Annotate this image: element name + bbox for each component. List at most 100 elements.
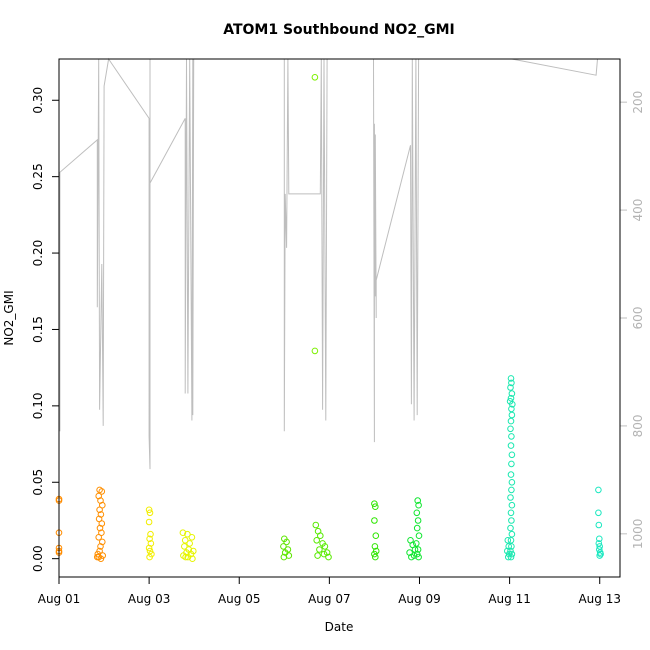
data-point [145,518,153,526]
data-point [96,524,104,532]
data-point [320,550,328,558]
data-point [146,535,153,543]
data-point [413,550,421,558]
data-point [596,535,603,543]
data-point [508,460,515,468]
data-point [504,537,512,544]
y-tick-label: 0.25 [31,163,45,190]
x-axis-label: Date [325,620,354,634]
data-point [314,552,321,559]
data-point [508,451,516,459]
data-point [508,517,515,524]
data-point [507,394,515,402]
y-axis-label: NO2_GMI [2,290,16,345]
data-point [311,347,319,355]
x-tick-label: Aug 11 [488,592,531,606]
data-point [595,540,603,547]
data-point [413,540,420,547]
data-point [146,509,154,517]
data-point [371,517,378,524]
data-point [507,494,514,501]
data-point [597,550,604,558]
plot-frame [58,58,621,578]
y-tick-label: 0.00 [31,545,45,572]
data-point [371,550,378,558]
data-point [311,74,319,81]
data-point [507,471,515,478]
axes-layer: Aug 01 Aug 03 Aug 05 Aug 07 Aug 09 Aug 11 Aug … [31,87,645,606]
y-tick-label: 0.20 [31,240,45,267]
data-point [372,503,379,511]
data-point [372,553,379,561]
data-point [147,530,154,538]
data-point [145,544,153,552]
data-point [508,433,515,440]
data-point [414,497,422,504]
data-point [507,375,515,382]
data-point [96,506,103,514]
data-point [508,379,515,387]
data-point [184,530,191,538]
y-tick-label: 0.30 [31,87,45,114]
data-point [508,486,515,494]
data-point [508,411,516,419]
x-tick-label: Aug 03 [128,592,171,606]
chart-title: ATOM1 Southbound NO2_GMI [223,22,455,38]
data-point [145,506,153,514]
data-point [316,546,323,553]
data-point [371,543,379,550]
data-point [507,442,515,449]
data-point [413,509,421,517]
data-point [321,543,329,550]
data-point [595,486,602,494]
x-tick-label: Aug 13 [578,592,621,606]
pressure-track-line [58,57,600,470]
data-point [413,524,421,532]
data-point [181,537,189,544]
data-point [507,425,514,433]
data-point [371,500,378,508]
right-axis-tick-label: 1000 [631,519,645,550]
data-point [508,550,516,558]
data-point [596,552,604,559]
data-point [182,553,189,561]
data-point [283,538,290,546]
data-point [508,530,516,538]
data-point [146,547,154,555]
data-point [595,509,602,517]
data-point [596,543,604,550]
data-point [323,549,331,556]
data-point [507,537,515,544]
data-point [181,543,188,550]
data-point [95,534,102,541]
data-point [595,521,603,529]
y-tick-label: 0.15 [31,316,45,343]
data-point [146,553,153,561]
data-point [415,501,422,509]
data-point [415,532,423,540]
data-point [507,417,515,425]
right-axis-tick-label: 600 [631,307,645,330]
data-point [98,488,106,495]
data-point [414,517,422,524]
data-point [372,532,380,540]
data-point [509,401,516,408]
data-point [312,521,320,529]
data-point [184,553,192,561]
data-point [415,553,422,561]
data-point [179,529,187,537]
data-point [508,543,515,550]
x-tick-label: Aug 07 [308,592,351,606]
data-point [414,546,422,553]
data-point [97,543,104,550]
data-point [507,524,514,532]
data-point [280,543,287,550]
data-point [94,553,101,561]
data-point [313,537,321,544]
data-point [408,553,415,561]
pressure-track-layer [58,57,600,470]
right-axis-tick-label: 800 [631,414,645,437]
x-tick-label: Aug 09 [398,592,441,606]
data-point [508,479,516,486]
